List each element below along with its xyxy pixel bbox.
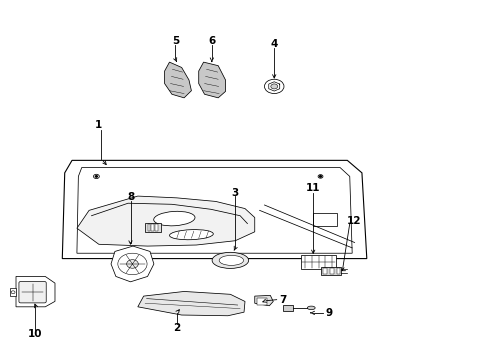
Text: 7: 7 xyxy=(279,295,287,305)
Polygon shape xyxy=(255,296,273,306)
FancyBboxPatch shape xyxy=(320,267,341,275)
Polygon shape xyxy=(165,62,192,98)
FancyBboxPatch shape xyxy=(155,224,158,231)
Text: 2: 2 xyxy=(173,323,180,333)
Polygon shape xyxy=(111,246,154,282)
FancyBboxPatch shape xyxy=(257,297,268,305)
Text: 3: 3 xyxy=(232,188,239,198)
Circle shape xyxy=(271,84,278,89)
FancyBboxPatch shape xyxy=(323,268,327,274)
Polygon shape xyxy=(138,292,245,316)
FancyBboxPatch shape xyxy=(330,268,334,274)
Circle shape xyxy=(96,176,98,177)
FancyBboxPatch shape xyxy=(337,268,341,274)
Text: 6: 6 xyxy=(208,36,216,46)
Circle shape xyxy=(318,175,323,178)
FancyBboxPatch shape xyxy=(147,224,150,231)
Circle shape xyxy=(94,174,99,179)
Ellipse shape xyxy=(170,230,213,240)
Circle shape xyxy=(265,79,284,94)
Ellipse shape xyxy=(307,306,315,310)
Polygon shape xyxy=(77,196,255,246)
FancyBboxPatch shape xyxy=(19,282,46,303)
Text: 4: 4 xyxy=(270,39,278,49)
Ellipse shape xyxy=(154,211,195,226)
Text: 8: 8 xyxy=(127,192,134,202)
Polygon shape xyxy=(62,160,367,258)
FancyBboxPatch shape xyxy=(283,305,293,311)
FancyBboxPatch shape xyxy=(145,223,161,232)
Ellipse shape xyxy=(212,252,248,269)
Ellipse shape xyxy=(219,255,244,265)
Text: 12: 12 xyxy=(347,216,362,226)
FancyBboxPatch shape xyxy=(301,255,336,269)
Circle shape xyxy=(319,176,321,177)
Polygon shape xyxy=(16,276,55,307)
Polygon shape xyxy=(199,62,225,98)
FancyBboxPatch shape xyxy=(10,288,16,296)
Circle shape xyxy=(126,260,138,268)
Text: 9: 9 xyxy=(325,308,332,318)
FancyBboxPatch shape xyxy=(151,224,154,231)
Text: 5: 5 xyxy=(172,36,179,46)
Text: 10: 10 xyxy=(28,329,43,339)
Text: 11: 11 xyxy=(306,183,320,193)
FancyBboxPatch shape xyxy=(313,213,337,226)
Text: 1: 1 xyxy=(95,120,102,130)
Circle shape xyxy=(11,291,15,294)
